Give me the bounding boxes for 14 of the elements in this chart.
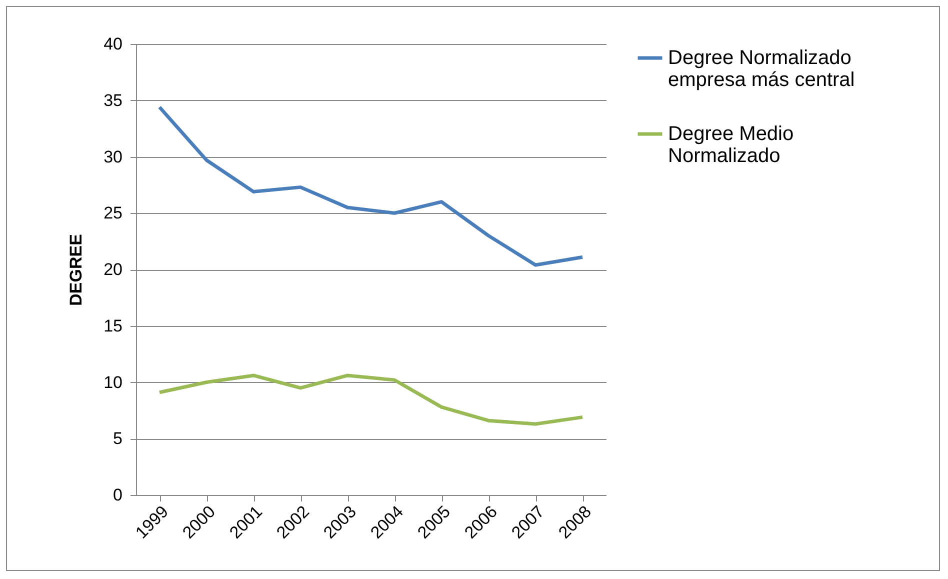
y-axis-title: DEGREE	[66, 234, 86, 306]
y-tick-label: 30	[104, 147, 122, 166]
y-tick-label: 10	[104, 372, 122, 392]
y-tick-label: 35	[104, 90, 122, 110]
y-tick-label: 15	[104, 316, 122, 336]
legend-label: Degree Medio Normalizado	[668, 123, 794, 167]
y-tick-label: 40	[104, 34, 122, 54]
y-tick-label: 25	[104, 204, 122, 223]
y-tick-label: 20	[104, 260, 122, 279]
line-series	[158, 105, 584, 267]
y-tick-label: 0	[113, 486, 122, 504]
line-series	[158, 374, 584, 426]
y-tick-label: 5	[113, 429, 122, 448]
legend-label: Degree Normalizado empresa más central	[668, 47, 855, 91]
